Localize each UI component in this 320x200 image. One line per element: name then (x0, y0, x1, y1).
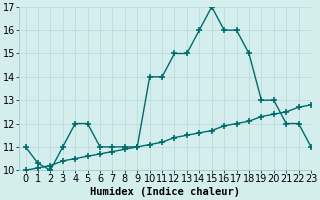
X-axis label: Humidex (Indice chaleur): Humidex (Indice chaleur) (90, 187, 240, 197)
